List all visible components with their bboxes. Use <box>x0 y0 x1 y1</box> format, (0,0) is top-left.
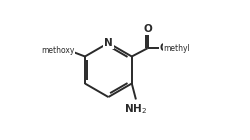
Text: methyl: methyl <box>163 44 190 53</box>
Text: O: O <box>66 46 74 56</box>
Text: O: O <box>160 43 168 53</box>
Text: NH$_2$: NH$_2$ <box>124 102 148 116</box>
Text: N: N <box>104 38 113 48</box>
Text: O: O <box>143 24 152 34</box>
Text: methoxy: methoxy <box>41 46 74 55</box>
